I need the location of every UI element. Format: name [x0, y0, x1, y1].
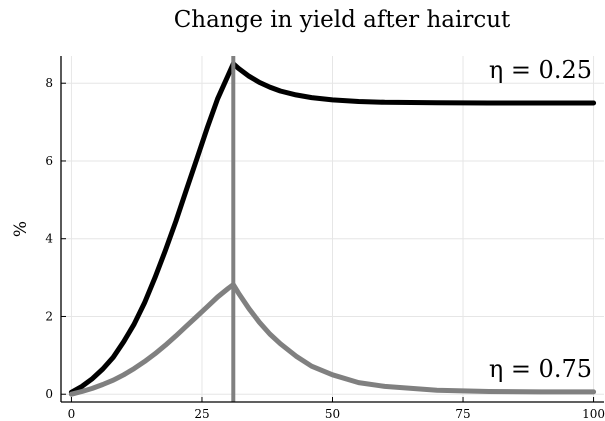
x-tick-label: 0 [68, 407, 76, 421]
series-annotation-eta-0-25: η = 0.25 [489, 56, 592, 84]
annotations: η = 0.25 η = 0.75 [489, 56, 592, 383]
series-layer [68, 56, 597, 402]
ticks: 0 25 50 75 100 0 2 4 6 8 [45, 76, 605, 421]
y-tick-label: 4 [45, 232, 53, 246]
x-tick-label: 50 [325, 407, 340, 421]
series-line-eta-0-75 [68, 282, 597, 397]
x-tick-label: 25 [194, 407, 209, 421]
series-line-eta-0-25 [68, 61, 597, 395]
chart-title: Change in yield after haircut [174, 7, 511, 33]
y-tick-label: 2 [45, 309, 53, 323]
x-tick-label: 75 [455, 407, 470, 421]
y-tick-label: 0 [45, 387, 53, 401]
y-tick-label: 6 [45, 154, 53, 168]
y-axis-label: % [11, 221, 31, 237]
grid [61, 56, 604, 402]
x-tick-label: 100 [582, 407, 605, 421]
y-tick-label: 8 [45, 76, 53, 90]
series-annotation-eta-0-75: η = 0.75 [489, 355, 592, 383]
